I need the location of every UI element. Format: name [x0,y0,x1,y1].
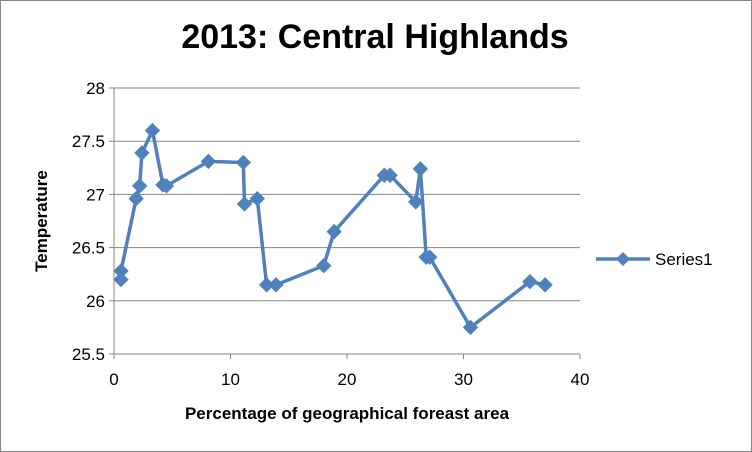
data-point-marker [236,196,253,212]
y-tick-label: 26.5 [72,239,105,258]
data-point-marker [408,194,424,210]
y-tick-label: 27.5 [72,132,105,151]
data-point-marker [113,263,129,279]
data-point-marker [158,178,175,194]
x-axis-title: Percentage of geographical foreast area [185,404,510,423]
tick-labels: 25.5 26 26.5 27 27.5 28 0 10 20 30 40 [72,79,590,389]
x-tick-label: 20 [338,370,357,389]
x-tick-label: 40 [571,370,590,389]
data-point-marker [144,122,161,139]
data-point-marker [249,190,266,207]
data-point-marker [113,271,129,288]
y-tick-label: 27 [86,185,105,204]
y-axis-title: Temperature [32,170,51,272]
plot-area [113,122,553,336]
data-point-marker [315,257,332,274]
data-point-marker [326,223,342,240]
legend: Series1 [596,250,713,269]
y-tick-label: 26 [86,292,105,311]
x-tick-label: 30 [454,370,473,389]
data-point-marker [235,154,252,171]
gridlines [114,87,580,302]
data-point-marker [522,273,538,290]
data-point-marker [382,167,398,183]
data-point-marker [268,277,284,293]
legend-label: Series1 [655,250,713,269]
data-point-marker [537,277,553,293]
y-tick-label: 25.5 [72,345,105,364]
data-point-marker [462,319,479,336]
chart-title: 2013: Central Highlands [181,18,569,56]
legend-marker [616,252,630,266]
y-tick-label: 28 [86,79,105,98]
data-point-marker [131,178,148,194]
data-point-marker [128,190,144,207]
data-point-marker [422,249,438,265]
data-point-marker [412,161,429,177]
x-tick-label: 0 [109,370,118,389]
data-point-marker [200,153,217,170]
x-tick-label: 10 [221,370,240,389]
axes [109,87,581,359]
data-point-marker [134,145,150,161]
